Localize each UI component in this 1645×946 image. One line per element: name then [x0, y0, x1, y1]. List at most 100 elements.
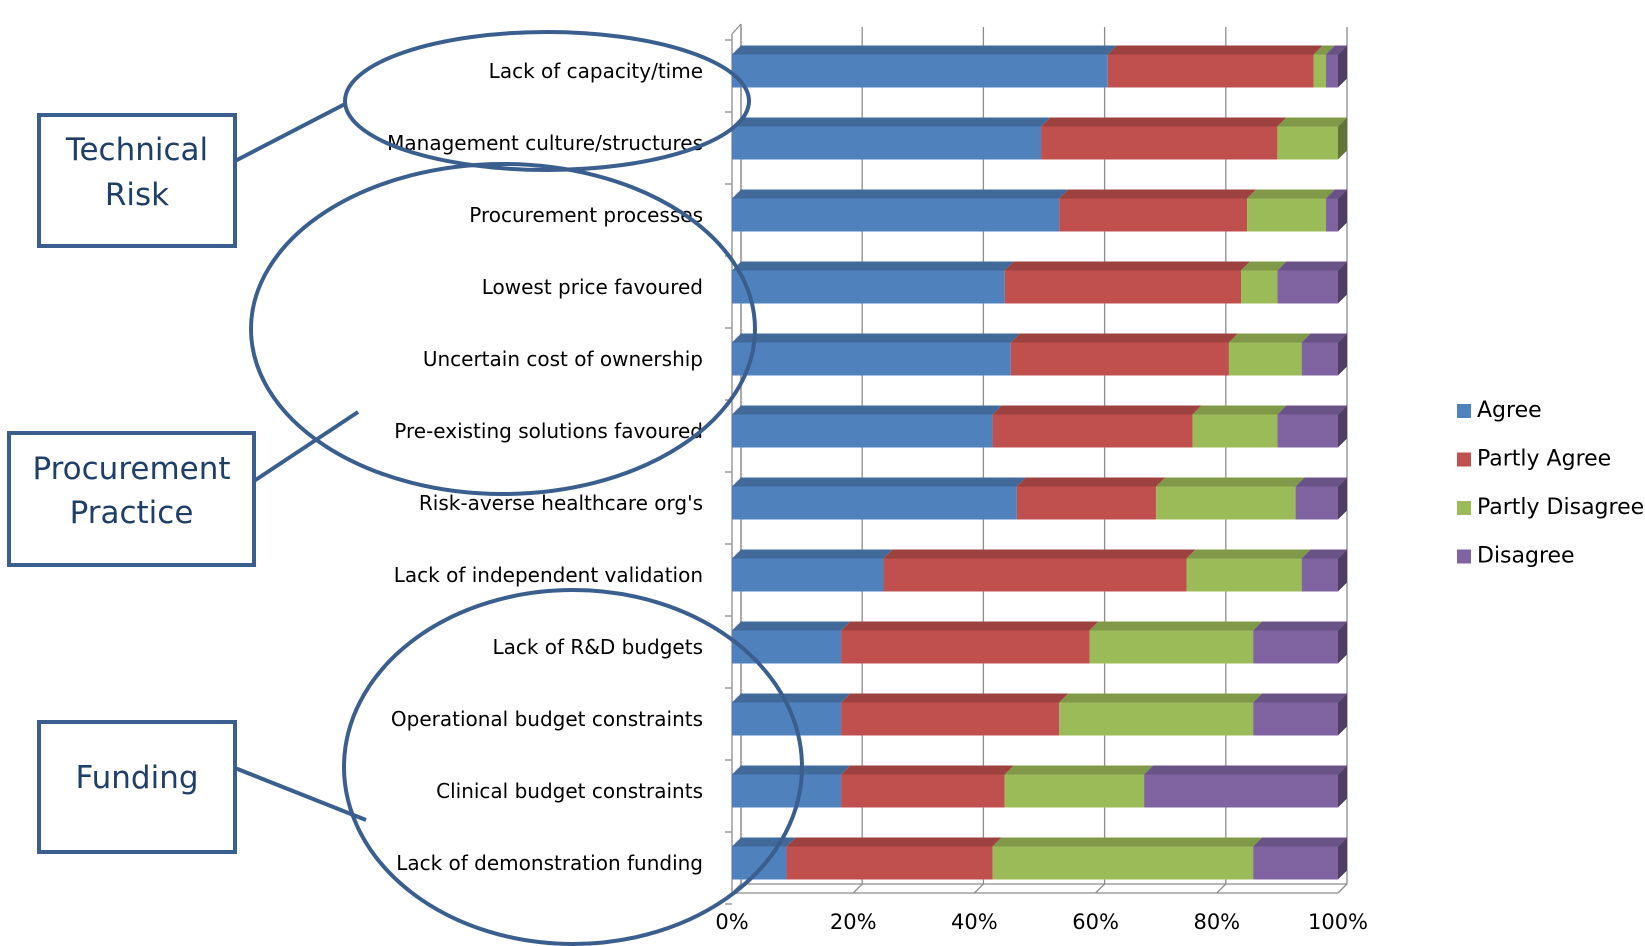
legend: Agree Partly Agree Partly Disagree Disagree	[1457, 398, 1644, 569]
bar-segment	[1241, 270, 1278, 304]
bar-segment	[786, 846, 993, 880]
bar-segment	[732, 486, 1017, 520]
annotation-label: Funding	[75, 760, 198, 796]
annotation-group: Funding	[37, 588, 804, 946]
bar-top-face	[1277, 117, 1347, 127]
bar-segment	[1228, 342, 1302, 376]
floor-gridline	[1337, 883, 1348, 894]
bar-segment	[1192, 414, 1278, 448]
x-tick-label: 80%	[1193, 910, 1240, 934]
bar-top-face	[992, 837, 1263, 847]
bar-row	[732, 477, 1347, 520]
bar-top-face	[1192, 405, 1287, 415]
bar-segment	[1277, 126, 1338, 160]
bar-side-face	[1338, 405, 1347, 448]
bar-segment	[1004, 774, 1145, 808]
annotation-group: Technical Risk	[37, 30, 751, 248]
annotation-label: Procurement	[32, 451, 230, 487]
bar-top-face	[1253, 621, 1347, 631]
bar-top-face	[841, 765, 1014, 775]
bar-side-face	[1338, 333, 1347, 376]
bar-segment	[1247, 198, 1326, 232]
bar-segment	[1144, 774, 1338, 808]
bar-top-face	[1325, 45, 1347, 55]
bar-top-face	[1089, 621, 1263, 631]
legend-swatch	[1457, 452, 1471, 467]
bar-top-face	[732, 765, 851, 775]
category-label: Uncertain cost of ownership	[423, 347, 703, 371]
bar-row	[732, 117, 1347, 160]
bar-top-face	[732, 261, 1014, 271]
bar-top-face	[1228, 333, 1311, 343]
bar-segment	[1301, 342, 1338, 376]
x-axis-ticks: 0% 20% 40% 60% 80% 100%	[715, 910, 1368, 934]
legend-swatch	[1457, 549, 1471, 564]
category-labels: Lack of capacity/time Management culture/…	[387, 59, 703, 875]
bar-top-face	[1016, 477, 1166, 487]
bar-side-face	[1338, 189, 1347, 232]
bar-segment	[1089, 630, 1254, 664]
bar-top-face	[841, 693, 1069, 703]
bar-segment	[1059, 198, 1248, 232]
bar-segment	[1277, 270, 1338, 304]
bar-segment	[841, 630, 1090, 664]
y-axis-top-edge	[731, 23, 742, 35]
bar-top-face	[1295, 477, 1347, 487]
annotation-box	[37, 113, 237, 248]
category-label: Clinical budget constraints	[436, 779, 703, 803]
annotation-box	[7, 431, 256, 567]
bar-segment	[841, 774, 1005, 808]
annotation-connector	[234, 766, 367, 822]
bar-segment	[732, 270, 1005, 304]
annotations-layer: Technical Risk Procurement Practice Funding	[7, 30, 804, 946]
bar-segment	[732, 54, 1108, 88]
bar-segment	[841, 702, 1060, 736]
bar-row	[732, 549, 1347, 592]
bar-segment	[1253, 702, 1338, 736]
bar-top-face	[732, 45, 1117, 55]
x-tick-label: 100%	[1308, 910, 1368, 934]
annotation-connector	[234, 102, 346, 163]
category-label: Lack of capacity/time	[489, 59, 703, 83]
bar-row	[732, 621, 1347, 664]
bar-top-face	[1277, 261, 1347, 271]
bar-segment	[992, 414, 1193, 448]
category-label: Lack of R&D budgets	[492, 635, 703, 659]
bars-layer	[732, 45, 1347, 880]
bar-segment	[1041, 126, 1278, 160]
annotation-box	[37, 720, 237, 854]
category-label: Operational budget constraints	[391, 707, 703, 731]
bar-top-face	[1301, 333, 1347, 343]
x-tick-label: 40%	[951, 910, 998, 934]
annotation-ellipse	[249, 162, 757, 496]
bar-side-face	[1338, 261, 1347, 304]
bar-top-face	[732, 117, 1051, 127]
bar-top-face	[786, 837, 1002, 847]
bar-top-face	[732, 405, 1002, 415]
bar-segment	[1301, 558, 1338, 592]
bar-segment	[732, 414, 993, 448]
bar-top-face	[1253, 837, 1347, 847]
bar-top-face	[992, 405, 1202, 415]
bar-top-face	[732, 189, 1069, 199]
bar-side-face	[1338, 117, 1347, 160]
bar-segment	[1156, 486, 1296, 520]
annotation-label: Risk	[105, 177, 169, 213]
annotation-label: Practice	[70, 495, 194, 531]
bar-segment	[1016, 486, 1157, 520]
bar-top-face	[1313, 45, 1335, 55]
bar-segment	[1186, 558, 1302, 592]
bar-segment	[732, 198, 1060, 232]
bar-segment	[1325, 198, 1338, 232]
legend-label: Agree	[1477, 398, 1542, 423]
bar-segment	[732, 630, 842, 664]
bar-row	[732, 261, 1347, 304]
bar-side-face	[1338, 621, 1347, 664]
legend-swatch	[1457, 404, 1471, 418]
legend-label: Partly Disagree	[1477, 495, 1644, 520]
bar-segment	[1253, 846, 1338, 880]
annotation-ellipse	[342, 588, 804, 946]
bar-segment	[883, 558, 1187, 592]
